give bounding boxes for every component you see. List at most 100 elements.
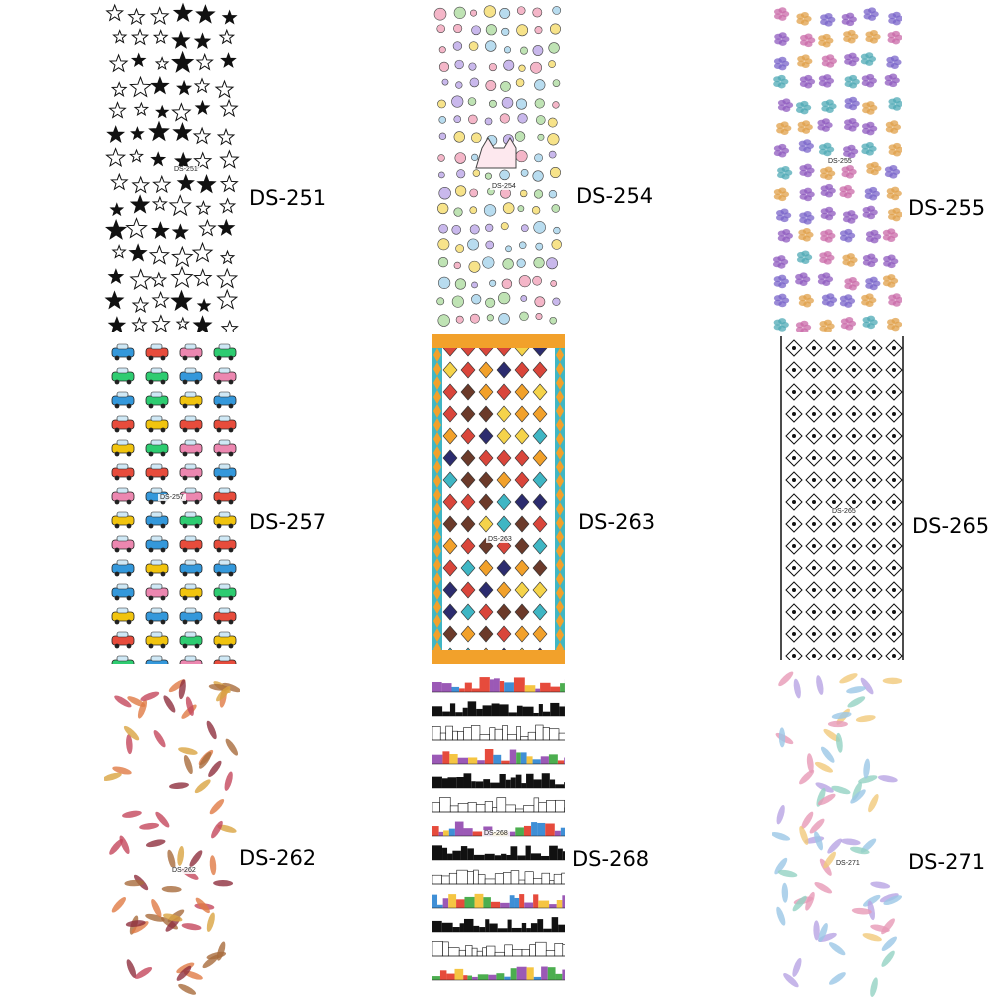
wheel — [228, 619, 234, 625]
star-icon — [129, 194, 151, 214]
building-icon — [445, 725, 453, 741]
building-icon — [531, 822, 538, 836]
wheel — [194, 619, 200, 625]
doodle-icon — [547, 117, 558, 128]
diamond-icon — [556, 516, 564, 530]
doodle-icon — [438, 223, 448, 234]
star-icon — [130, 52, 147, 68]
diamond-icon — [514, 515, 530, 533]
feather-icon — [109, 838, 123, 855]
doodle-icon — [453, 131, 465, 143]
flower-icon — [823, 319, 832, 326]
damask-dot — [892, 544, 896, 548]
doodle-icon — [550, 280, 558, 287]
flower-icon — [861, 127, 870, 134]
building-icon — [432, 706, 443, 716]
diamond-icon — [478, 361, 494, 379]
star-icon — [131, 296, 150, 314]
damask-icon — [785, 339, 803, 357]
doodle-icon — [534, 153, 543, 163]
diamond-icon — [556, 390, 564, 404]
doodle-icon — [483, 204, 497, 217]
doodle-icon — [549, 166, 561, 178]
flower-icon — [802, 120, 811, 127]
building-icon — [533, 779, 542, 788]
flower-icon — [820, 19, 829, 26]
building-icon — [549, 728, 560, 741]
car-window — [218, 439, 231, 446]
flower-icon — [866, 73, 875, 80]
flower-icon — [773, 299, 782, 306]
wheel — [194, 355, 200, 361]
car-icon — [179, 635, 203, 646]
feather-icon — [827, 838, 842, 854]
doodle-icon — [501, 278, 513, 290]
building-icon — [499, 704, 509, 716]
car-window — [218, 463, 231, 470]
damask-dot — [812, 522, 816, 526]
building-icon — [548, 754, 558, 764]
wheel — [216, 355, 222, 361]
star-icon — [108, 53, 129, 73]
building-icon — [533, 976, 542, 980]
damask-dot — [812, 478, 816, 482]
damask-dot — [892, 654, 896, 658]
flower-icon — [804, 33, 813, 40]
flower-icon — [841, 18, 850, 25]
diamond-icon — [532, 493, 548, 511]
building-icon — [509, 895, 515, 908]
damask-dot — [852, 566, 856, 570]
diamond-icon — [478, 383, 494, 401]
star-icon — [219, 249, 236, 265]
building-icon — [463, 918, 474, 932]
damask-icon — [865, 361, 883, 379]
diamond-icon — [532, 449, 548, 467]
building-icon — [561, 872, 565, 885]
star-icon — [108, 101, 127, 119]
diamond-icon — [556, 418, 564, 432]
flower-icon — [844, 102, 853, 109]
doodle-icon — [553, 226, 561, 235]
flower-icon — [801, 250, 810, 257]
damask-icon — [805, 603, 823, 621]
diamond-icon — [433, 558, 441, 572]
building-icon — [449, 754, 458, 764]
doodle-icon — [485, 223, 494, 232]
doodle-icon — [518, 64, 526, 72]
damask-dot — [872, 346, 876, 350]
wheel — [228, 547, 234, 553]
star-icon — [172, 122, 193, 142]
building-icon — [452, 850, 461, 860]
flower-icon — [842, 216, 851, 223]
building-icon — [560, 827, 565, 836]
car-window — [218, 511, 231, 518]
feather-icon — [850, 846, 870, 855]
building-icon — [526, 773, 534, 788]
flower-icon — [781, 165, 790, 172]
wheel — [194, 643, 200, 649]
diamond-icon — [496, 493, 512, 511]
flower-icon — [844, 124, 853, 131]
diamond-icon — [496, 515, 512, 533]
doodle-icon — [519, 189, 528, 198]
feather-icon — [877, 775, 898, 783]
damask-dot — [792, 346, 796, 350]
diamond-icon — [478, 427, 494, 445]
building-icon — [473, 869, 479, 885]
flower-icon — [865, 36, 874, 43]
building-icon — [463, 828, 473, 836]
building-icon — [441, 778, 448, 788]
diamond-icon — [442, 449, 458, 467]
flower-icon — [888, 17, 897, 24]
flower-icon — [863, 13, 872, 20]
diamond-icon — [442, 515, 458, 533]
car-icon — [111, 419, 135, 430]
flower-icon — [868, 7, 877, 14]
building-icon — [437, 904, 443, 908]
flower-icon — [774, 38, 783, 45]
flower-icon — [860, 58, 869, 65]
flower-icon — [889, 73, 898, 80]
damask-icon — [845, 361, 863, 379]
doodle-icon — [499, 169, 510, 181]
diamond-icon — [556, 614, 564, 628]
